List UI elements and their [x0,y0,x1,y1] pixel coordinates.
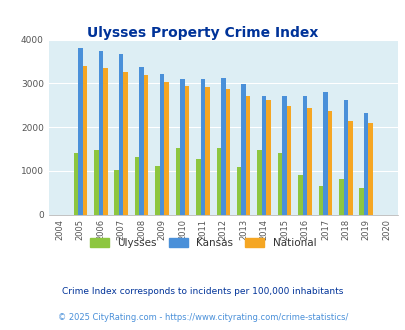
Bar [307,108,311,214]
Bar [257,150,261,214]
Bar [358,188,363,215]
Bar [139,67,143,214]
Bar [216,148,220,214]
Bar [261,96,266,214]
Bar [123,72,128,215]
Bar [363,113,368,214]
Bar [368,123,372,214]
Bar [180,79,184,214]
Bar [347,121,352,214]
Bar [245,96,250,214]
Bar [241,84,245,214]
Bar [338,179,343,214]
Bar [143,75,148,214]
Bar [155,166,160,214]
Bar [82,66,87,214]
Bar [318,186,322,215]
Bar [160,74,164,215]
Bar [134,157,139,214]
Bar [343,100,347,214]
Bar [73,153,78,214]
Bar [286,106,290,214]
Bar [237,167,241,214]
Legend: Ulysses, Kansas, National: Ulysses, Kansas, National [85,234,320,252]
Bar [94,150,98,214]
Bar [196,159,200,214]
Bar [225,89,230,214]
Bar [200,80,205,214]
Bar [205,87,209,214]
Bar [184,86,189,214]
Bar [302,96,307,214]
Bar [98,50,103,214]
Bar [164,82,168,214]
Text: Ulysses Property Crime Index: Ulysses Property Crime Index [87,26,318,40]
Bar [119,54,123,214]
Bar [281,96,286,214]
Bar [322,92,327,214]
Text: Crime Index corresponds to incidents per 100,000 inhabitants: Crime Index corresponds to incidents per… [62,287,343,296]
Bar [103,68,107,215]
Bar [266,100,270,214]
Text: © 2025 CityRating.com - https://www.cityrating.com/crime-statistics/: © 2025 CityRating.com - https://www.city… [58,313,347,322]
Bar [298,175,302,214]
Bar [327,111,331,214]
Bar [114,170,119,214]
Bar [277,153,281,214]
Bar [175,148,180,214]
Bar [220,78,225,214]
Bar [78,49,82,214]
